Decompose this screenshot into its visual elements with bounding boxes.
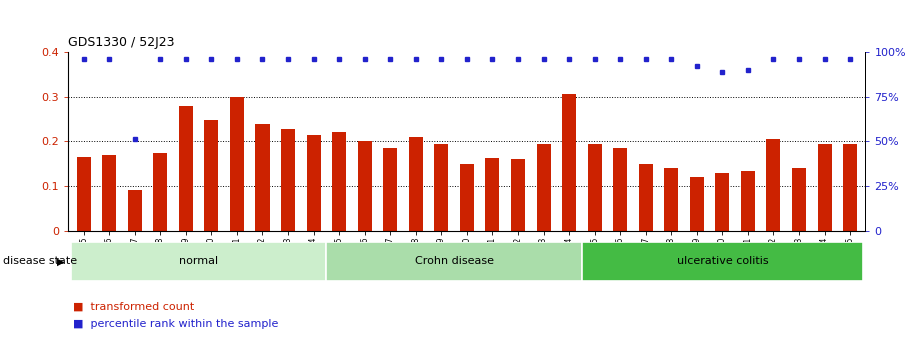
Bar (307, 135, 321, 231)
Bar (664, 168, 679, 231)
Bar (128, 190, 142, 231)
Bar (255, 125, 270, 231)
Bar (153, 152, 168, 231)
Bar (230, 97, 244, 231)
Bar (817, 144, 832, 231)
Bar (435, 144, 448, 231)
Bar (613, 148, 627, 231)
Text: ▶: ▶ (56, 256, 64, 266)
Text: ■  transformed count: ■ transformed count (73, 302, 194, 312)
Bar (741, 170, 755, 231)
Bar (333, 131, 346, 231)
Bar (562, 94, 576, 231)
Bar (460, 164, 474, 231)
Bar (71, 241, 326, 281)
Bar (843, 144, 857, 231)
Bar (690, 177, 704, 231)
Bar (409, 137, 423, 231)
Bar (588, 144, 601, 231)
Bar (326, 241, 582, 281)
Bar (639, 164, 653, 231)
Text: disease state: disease state (3, 256, 77, 266)
Bar (792, 168, 806, 231)
Text: ■  percentile rank within the sample: ■ percentile rank within the sample (73, 319, 278, 329)
Bar (384, 148, 397, 231)
Text: Crohn disease: Crohn disease (415, 256, 494, 266)
Bar (582, 241, 863, 281)
Text: normal: normal (179, 256, 219, 266)
Bar (281, 129, 295, 231)
Bar (766, 139, 781, 231)
Bar (358, 141, 372, 231)
Bar (204, 120, 219, 231)
Bar (715, 173, 730, 231)
Bar (511, 159, 525, 231)
Bar (102, 155, 117, 231)
Bar (179, 106, 193, 231)
Bar (537, 144, 550, 231)
Bar (77, 157, 91, 231)
Text: ulcerative colitis: ulcerative colitis (677, 256, 768, 266)
Bar (486, 158, 499, 231)
Text: GDS1330 / 52J23: GDS1330 / 52J23 (68, 36, 175, 49)
